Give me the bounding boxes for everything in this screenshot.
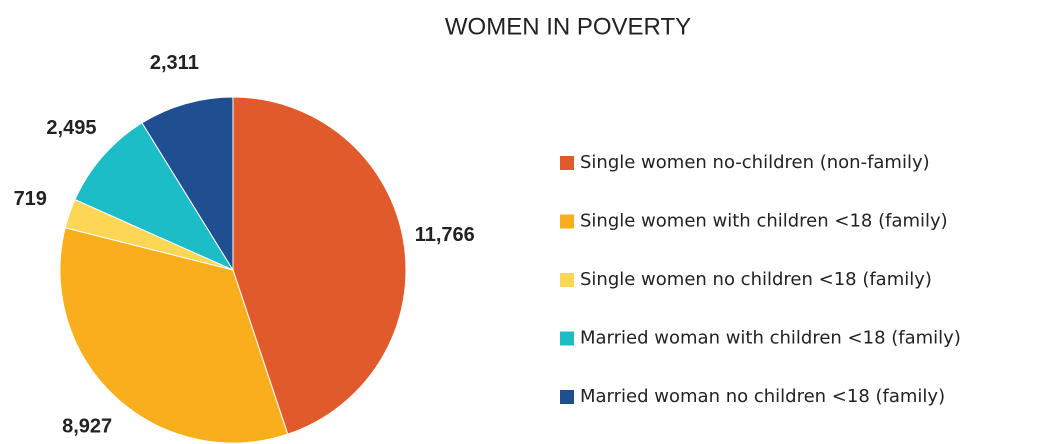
pie-slice xyxy=(232,96,407,435)
legend-swatch xyxy=(560,390,574,404)
legend-swatch xyxy=(560,156,574,170)
pie-slice xyxy=(59,227,289,444)
legend-swatch xyxy=(560,273,574,287)
legend-label: Married woman no children <18 (family) xyxy=(580,386,945,407)
legend-swatch xyxy=(560,214,574,229)
value-label: 2,311 xyxy=(150,52,199,74)
legend-label: Single women no-children (non-family) xyxy=(580,152,930,173)
value-label: 11,766 xyxy=(415,224,475,246)
chart-title: WOMEN IN POVERTY xyxy=(445,13,691,40)
pie-slice xyxy=(74,122,235,272)
pie-slice xyxy=(141,96,234,272)
legend-label: Single women no children <18 (family) xyxy=(580,269,932,290)
legend-label: Single women with children <18 (family) xyxy=(580,211,948,232)
legend-swatch xyxy=(560,331,574,346)
value-label: 719 xyxy=(14,188,47,210)
legend-label: Married woman with children <18 (family) xyxy=(580,328,961,349)
value-label: 2,495 xyxy=(46,117,96,139)
value-label: 8,927 xyxy=(62,416,112,438)
